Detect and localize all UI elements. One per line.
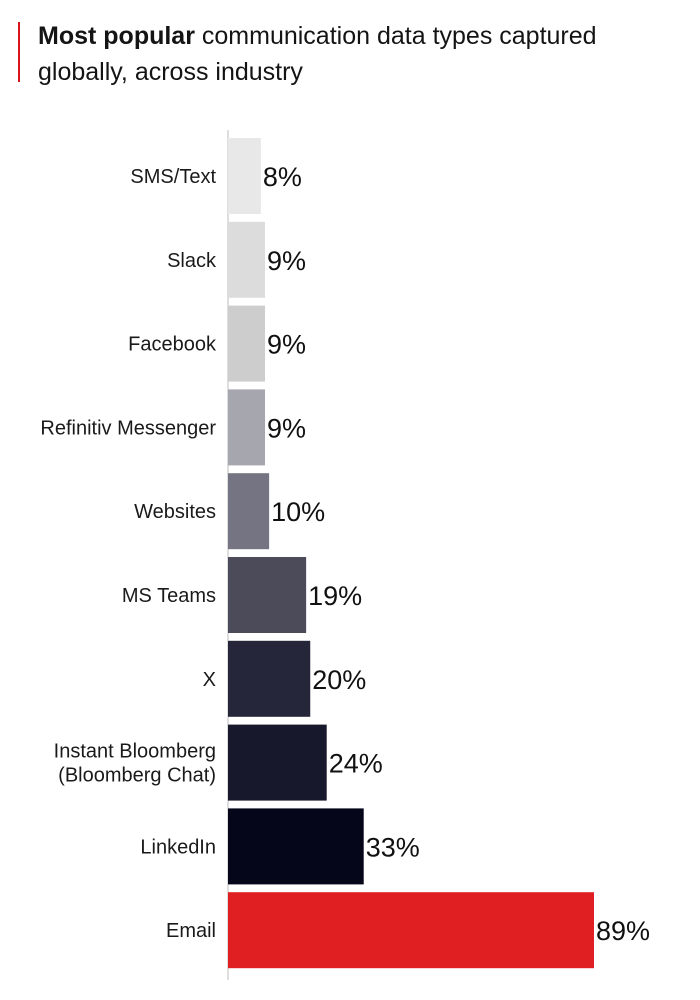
value-label: 20% bbox=[312, 665, 366, 695]
chart-title-block: Most popular communication data types ca… bbox=[18, 18, 678, 90]
value-label: 19% bbox=[308, 581, 362, 611]
bar-5 bbox=[228, 473, 270, 550]
chart-title-rest: communication data types captured global… bbox=[38, 22, 597, 86]
bar-1 bbox=[228, 138, 261, 214]
value-label: 9% bbox=[267, 413, 306, 443]
category-label: Instant Bloomberg (Bloomberg Chat) bbox=[54, 741, 216, 787]
category-label: Facebook bbox=[128, 334, 217, 356]
category-label: Websites bbox=[134, 501, 216, 523]
category-label: MS Teams bbox=[122, 585, 216, 607]
category-label: SMS/Text bbox=[130, 166, 216, 188]
chart-title: Most popular communication data types ca… bbox=[38, 18, 678, 90]
chart-title-bold: Most popular bbox=[38, 22, 195, 50]
value-label: 9% bbox=[267, 330, 306, 360]
value-label: 10% bbox=[271, 497, 325, 527]
category-label: LinkedIn bbox=[140, 836, 216, 858]
value-label: 33% bbox=[366, 832, 420, 862]
bar-7 bbox=[228, 640, 311, 717]
bar-10 bbox=[228, 892, 594, 969]
value-label: 89% bbox=[596, 916, 650, 946]
category-label: X bbox=[203, 669, 216, 691]
category-label: Refinitiv Messenger bbox=[40, 417, 216, 439]
bar-2 bbox=[228, 221, 266, 298]
value-label: 24% bbox=[329, 749, 383, 779]
bar-9 bbox=[228, 808, 364, 885]
title-accent-bar bbox=[18, 22, 20, 82]
category-label: Slack bbox=[167, 250, 217, 272]
value-label: 8% bbox=[263, 162, 302, 192]
bar-4 bbox=[228, 389, 266, 466]
bar-6 bbox=[228, 557, 307, 633]
bar-3 bbox=[228, 305, 266, 382]
bar-8 bbox=[228, 724, 327, 801]
category-label: Email bbox=[166, 920, 216, 942]
value-label: 9% bbox=[267, 246, 306, 276]
